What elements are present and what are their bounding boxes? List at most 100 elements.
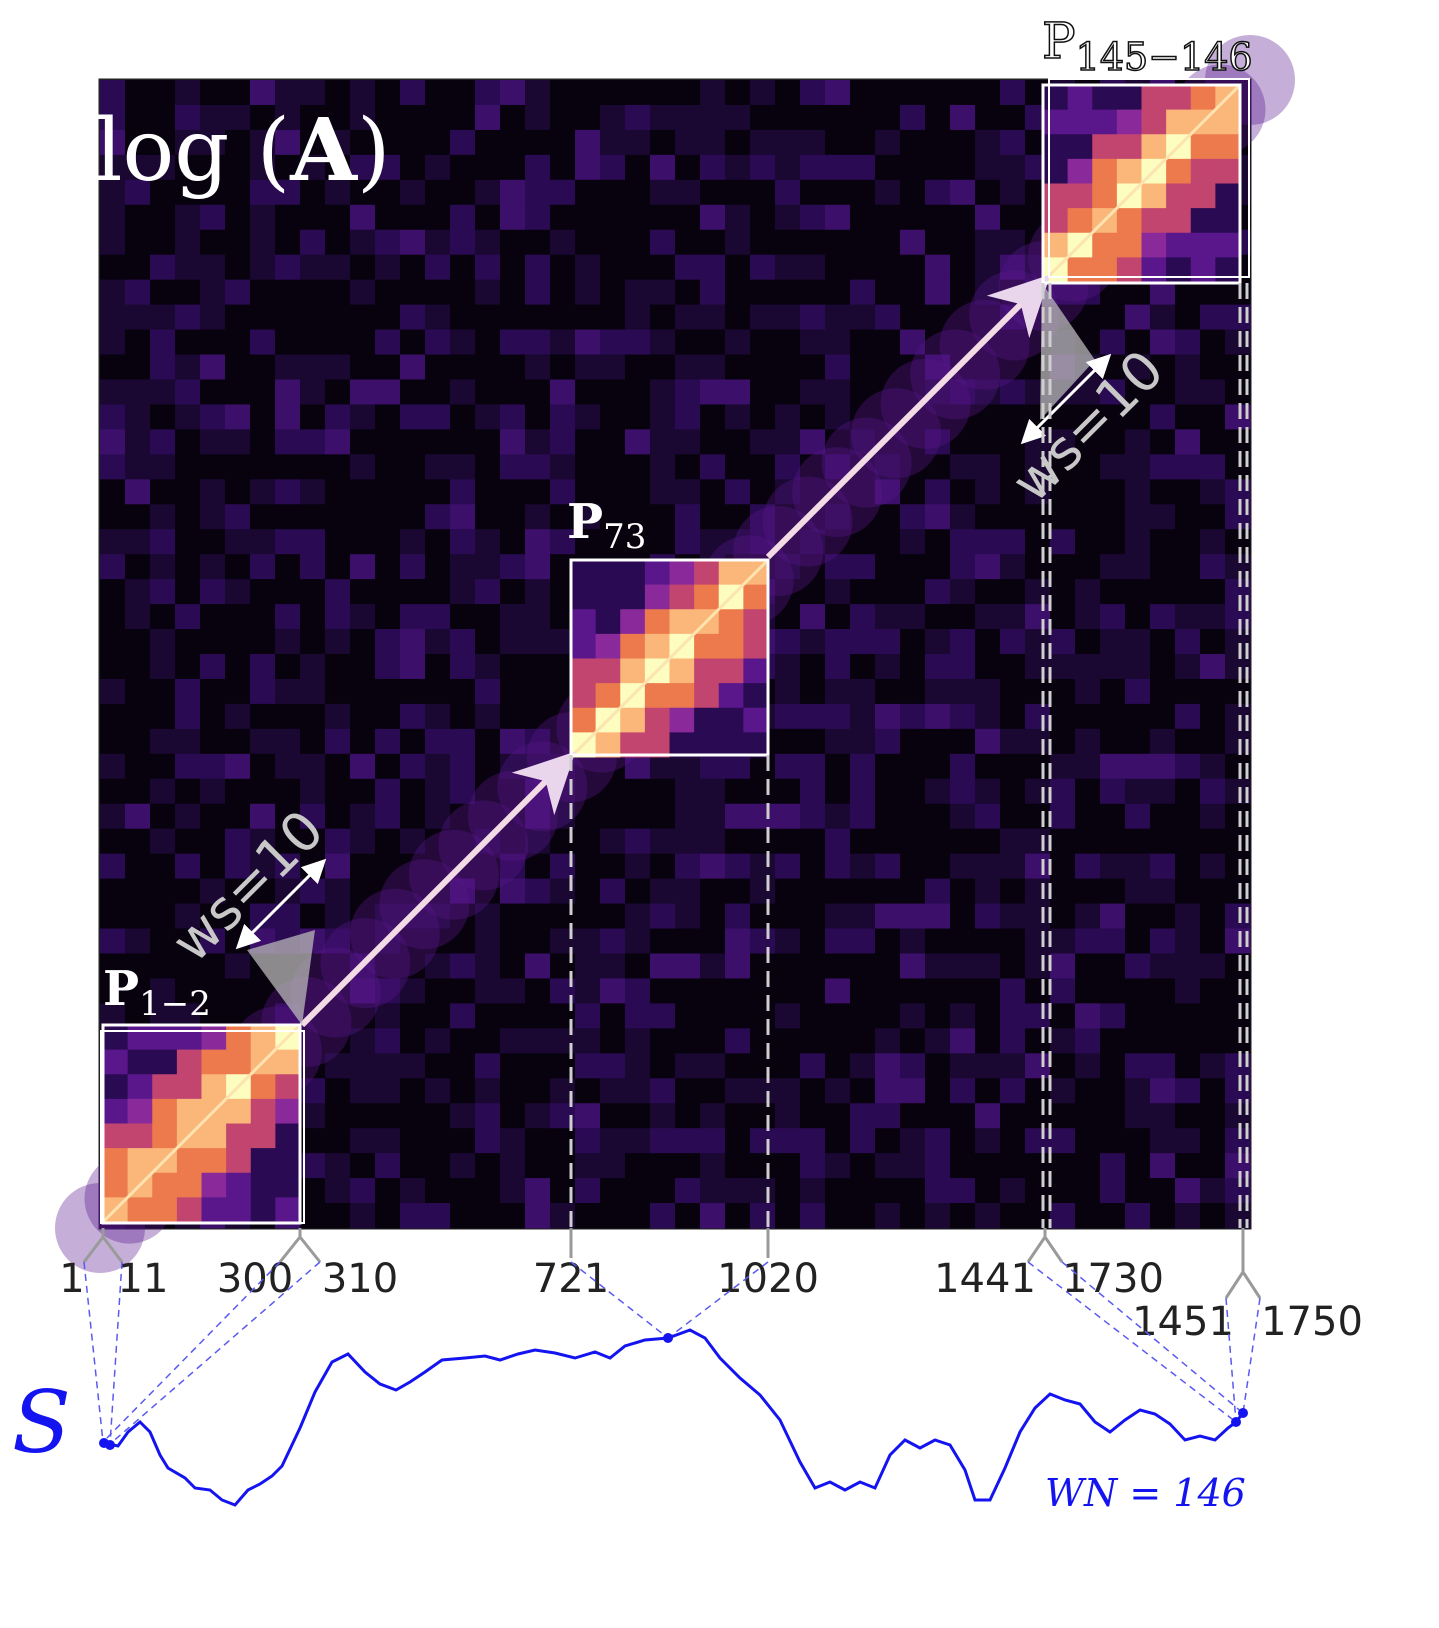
heatmap-cell (975, 229, 1001, 256)
heatmap-cell (1125, 329, 1151, 356)
heatmap-cell (100, 629, 126, 655)
heatmap-cell (1125, 354, 1151, 380)
heatmap-cell (150, 654, 176, 680)
heatmap-cell (775, 229, 801, 256)
heatmap-cell (1025, 1053, 1051, 1079)
heatmap-cell (825, 903, 851, 930)
patch-cell (201, 1074, 227, 1100)
heatmap-cell (350, 778, 376, 805)
heatmap-cell (600, 1203, 626, 1229)
heatmap-cell (1125, 828, 1151, 855)
heatmap-cell (650, 379, 676, 405)
heatmap-cell (1075, 479, 1101, 505)
heatmap-cell (1200, 1178, 1226, 1204)
heatmap-cell (850, 579, 876, 605)
heatmap-cell (200, 853, 226, 880)
heatmap-cell (450, 953, 476, 979)
heatmap-cell (1025, 454, 1051, 480)
heatmap-cell (350, 279, 376, 306)
heatmap-cell (725, 1203, 751, 1229)
heatmap-cell (750, 204, 776, 231)
heatmap-cell (200, 254, 226, 281)
heatmap-cell (175, 129, 201, 156)
heatmap-cell (625, 1053, 651, 1079)
heatmap-cell (200, 104, 226, 131)
heatmap-cell (475, 379, 501, 405)
heatmap-cell (750, 254, 776, 281)
heatmap-cell (325, 953, 351, 979)
heatmap-cell (900, 129, 926, 156)
heatmap-cell (350, 1103, 376, 1129)
patch-cell (152, 1074, 178, 1100)
heatmap-cell (150, 529, 176, 555)
patch-cell (694, 683, 720, 709)
heatmap-cell (525, 104, 551, 131)
heatmap-cell (1150, 429, 1176, 455)
heatmap-cell (775, 104, 801, 131)
heatmap-cell (100, 204, 126, 231)
heatmap-cell (725, 279, 751, 306)
heatmap-cell (125, 654, 151, 680)
heatmap-cell (975, 878, 1001, 905)
heatmap-cell (100, 728, 126, 755)
heatmap-cell (900, 953, 926, 979)
heatmap-cell (625, 953, 651, 979)
heatmap-cell (1000, 778, 1026, 805)
patch-cell (275, 1148, 301, 1174)
heatmap-cell (750, 978, 776, 1004)
heatmap-cell (325, 1128, 351, 1154)
heatmap-cell (1050, 828, 1076, 855)
heatmap-cell (825, 953, 851, 979)
heatmap-cell (850, 354, 876, 380)
heatmap-cell (775, 279, 801, 306)
heatmap-cell (450, 753, 476, 780)
heatmap-cell (525, 154, 551, 181)
heatmap-cell (650, 1103, 676, 1129)
heatmap-cell (1075, 1178, 1101, 1204)
band-glow (851, 388, 942, 479)
heatmap-cell (225, 404, 251, 430)
heatmap-cell (575, 279, 601, 306)
heatmap-cell (1175, 728, 1201, 755)
patch-cell (103, 1123, 129, 1149)
heatmap-cell (700, 454, 726, 480)
heatmap-cell (125, 254, 151, 281)
patch-cell (718, 609, 744, 635)
heatmap-cell (1125, 1103, 1151, 1129)
heatmap-cell (750, 229, 776, 256)
heatmap-cell (775, 1153, 801, 1179)
heatmap-cell (475, 229, 501, 256)
heatmap-cell (525, 229, 551, 256)
heatmap-cell (450, 429, 476, 455)
heatmap-cell (175, 529, 201, 555)
heatmap-cell (1050, 753, 1076, 780)
heatmap-cell (425, 853, 451, 880)
patch-cell (620, 658, 646, 684)
heatmap-cell (875, 1028, 901, 1054)
heatmap-cell (175, 554, 201, 580)
heatmap-cell (850, 803, 876, 830)
heatmap-cell (125, 928, 151, 954)
curve-point-145 (1231, 1417, 1241, 1427)
heatmap-cell (450, 1103, 476, 1129)
heatmap-cell (825, 404, 851, 430)
heatmap-cell (725, 978, 751, 1004)
index-label-310: 310 (322, 1256, 398, 1302)
heatmap-cell (475, 404, 501, 430)
heatmap-cell (375, 204, 401, 231)
heatmap-cell (775, 753, 801, 780)
heatmap-cell (225, 629, 251, 655)
heatmap-cell (850, 279, 876, 306)
heatmap-cell (850, 1128, 876, 1154)
heatmap-cell (325, 204, 351, 231)
heatmap-cell (850, 379, 876, 405)
heatmap-cell (250, 229, 276, 256)
patch-cell (595, 609, 621, 635)
heatmap-cell (850, 828, 876, 855)
heatmap-cell (475, 504, 501, 530)
heatmap-cell (950, 279, 976, 306)
heatmap-cell (1100, 454, 1126, 480)
heatmap-cell (800, 1178, 826, 1204)
heatmap-cell (750, 479, 776, 505)
heatmap-cell (175, 354, 201, 380)
